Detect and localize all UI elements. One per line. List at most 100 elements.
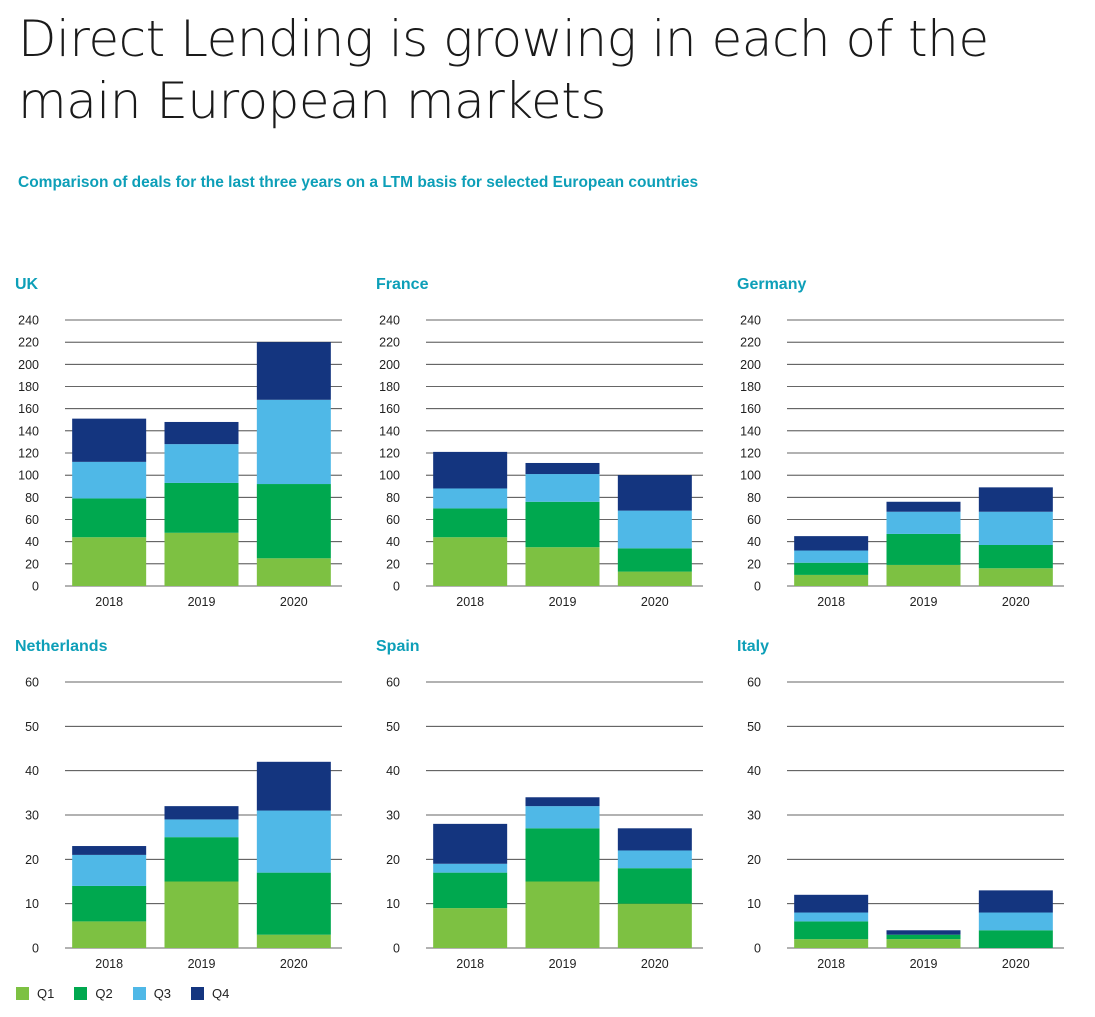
page-subtitle: Comparison of deals for the last three y… <box>18 174 699 191</box>
bar-segment-q3 <box>525 474 600 502</box>
chart-panel-italy: Italy 0 10 20 30 40 50 60 2018 2019 2020 <box>737 638 1087 978</box>
y-tick-label: 60 <box>25 676 39 690</box>
legend-label: Q3 <box>153 986 172 1001</box>
bar-segment-q4 <box>433 451 508 489</box>
legend-item-q4: Q4 <box>191 986 229 1001</box>
y-tick-label: 220 <box>379 336 400 350</box>
y-tick-label: 40 <box>25 535 39 549</box>
bar-segment-q3 <box>525 806 600 829</box>
bar-segment-q3 <box>794 912 869 922</box>
chart-panel-france: France 0 20 40 60 80 100 120 140 160 180 200 220 240… <box>376 276 726 616</box>
legend-swatch <box>74 987 88 1000</box>
bar-segment-q2 <box>525 828 600 882</box>
y-tick-label: 0 <box>393 580 400 594</box>
chart-legend: Q1 Q2 Q3 Q4 <box>16 986 229 1001</box>
bar-segment-q4 <box>886 930 961 935</box>
bar-segment-q4 <box>164 806 239 820</box>
y-tick-label: 10 <box>747 897 761 911</box>
bar-segment-q1 <box>525 547 600 586</box>
x-tick-label: 2020 <box>280 595 308 609</box>
y-tick-label: 50 <box>747 720 761 734</box>
bar-segment-q1 <box>794 574 869 586</box>
x-tick-label: 2018 <box>95 957 123 971</box>
bar-segment-q4 <box>164 421 239 445</box>
bar-segment-q1 <box>433 908 508 948</box>
y-tick-label: 60 <box>747 513 761 527</box>
y-tick-label: 120 <box>740 447 761 461</box>
bar-segment-q1 <box>886 564 961 586</box>
bar-segment-q2 <box>617 548 692 572</box>
chart-panel-spain: Spain 0 10 20 30 40 50 60 2018 2019 2020 <box>376 638 726 978</box>
bar-segment-q2 <box>794 921 869 940</box>
bar-segment-q1 <box>72 537 147 586</box>
y-tick-label: 220 <box>18 336 39 350</box>
bar-segment-q4 <box>525 462 600 475</box>
bar-segment-q2 <box>256 872 331 935</box>
bar-segment-q2 <box>886 934 961 940</box>
x-tick-label: 2020 <box>1002 595 1030 609</box>
y-tick-label: 120 <box>18 447 39 461</box>
chart-title: Germany <box>737 276 807 293</box>
x-tick-label: 2019 <box>910 957 938 971</box>
x-tick-label: 2018 <box>456 595 484 609</box>
bar-segment-q3 <box>617 850 692 869</box>
chart-panel-netherlands: Netherlands 0 10 20 30 40 50 60 2018 2019 2020 <box>15 638 365 978</box>
legend-swatch <box>132 987 146 1000</box>
y-tick-label: 50 <box>25 720 39 734</box>
bar-segment-q2 <box>525 501 600 548</box>
bar-segment-q4 <box>433 823 508 864</box>
x-tick-label: 2019 <box>188 957 216 971</box>
legend-item-q2: Q2 <box>74 986 113 1001</box>
bar-segment-q1 <box>794 939 869 948</box>
y-tick-label: 40 <box>747 535 761 549</box>
bar-segment-q4 <box>978 487 1053 512</box>
y-tick-label: 20 <box>25 557 39 571</box>
bar-segment-q3 <box>433 863 508 873</box>
bar-segment-q3 <box>164 444 239 483</box>
bar-segment-q1 <box>617 571 692 586</box>
chart-france: 0 20 40 60 80 100 120 140 160 180 200 220 240 2018 201… <box>379 314 703 609</box>
bar-segment-q1 <box>72 921 147 948</box>
x-tick-label: 2018 <box>817 595 845 609</box>
bar-segment-q2 <box>72 885 147 922</box>
chart-title: UK <box>15 276 39 293</box>
y-tick-label: 0 <box>754 942 761 956</box>
chart-uk: 0 20 40 60 80 100 120 140 160 180 200 220 240 2018 201… <box>18 314 342 609</box>
legend-label: Q4 <box>212 986 230 1001</box>
bar-segment-q3 <box>886 511 961 534</box>
x-tick-label: 2019 <box>549 957 577 971</box>
chart-title: Spain <box>376 638 420 655</box>
y-tick-label: 160 <box>18 402 39 416</box>
y-tick-label: 0 <box>32 580 39 594</box>
bar-segment-q3 <box>978 912 1053 931</box>
chart-italy: 0 10 20 30 40 50 60 2018 2019 2020 <box>747 676 1064 971</box>
x-tick-label: 2020 <box>641 595 669 609</box>
bar-segment-q2 <box>164 837 239 882</box>
chart-title: Netherlands <box>15 638 108 655</box>
legend-label: Q2 <box>95 986 113 1001</box>
legend-label: Q1 <box>37 986 55 1001</box>
bar-segment-q3 <box>72 854 147 886</box>
bar-segment-q2 <box>978 930 1053 948</box>
y-tick-label: 160 <box>379 402 400 416</box>
bar-segment-q1 <box>525 881 600 948</box>
chart-panel-uk: UK 0 20 40 60 80 100 120 140 160 180 200 220 240 2018… <box>15 276 365 616</box>
chart-title: France <box>376 276 429 293</box>
y-tick-label: 20 <box>747 853 761 867</box>
page-title-line-1: Direct Lending is growing in each of the <box>18 10 989 68</box>
y-tick-label: 40 <box>386 535 400 549</box>
bar-segment-q3 <box>617 510 692 549</box>
y-tick-label: 180 <box>740 380 761 394</box>
x-tick-label: 2019 <box>549 595 577 609</box>
bar-segment-q2 <box>794 562 869 575</box>
y-tick-label: 60 <box>25 513 39 527</box>
y-tick-label: 40 <box>747 764 761 778</box>
y-tick-label: 60 <box>747 676 761 690</box>
bar-segment-q4 <box>72 846 147 855</box>
y-tick-label: 0 <box>754 580 761 594</box>
bar-segment-q1 <box>617 903 692 948</box>
y-tick-label: 30 <box>25 809 39 823</box>
bar-segment-q2 <box>617 868 692 904</box>
bar-segment-q3 <box>72 461 147 499</box>
bar-segment-q1 <box>886 939 961 948</box>
